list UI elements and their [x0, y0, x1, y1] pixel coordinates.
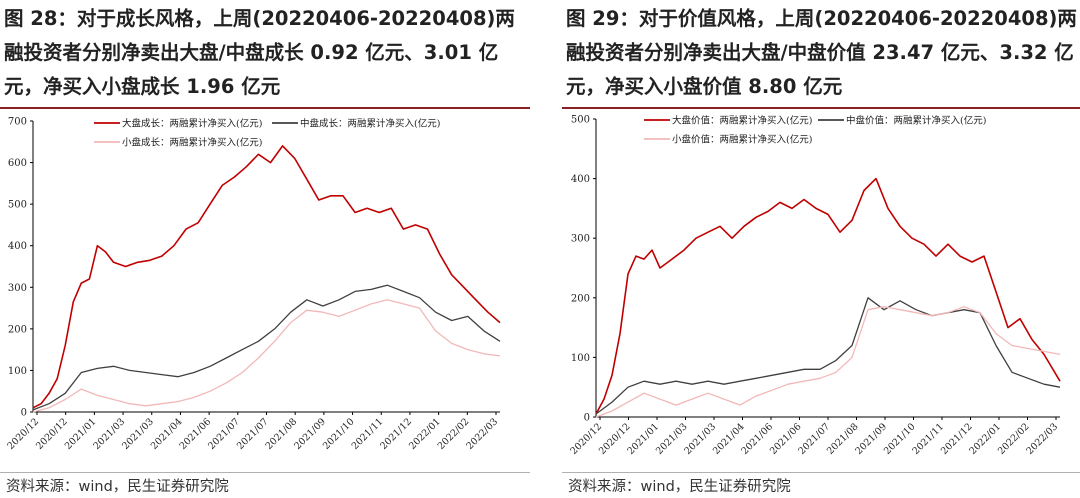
series-line-2 [595, 297, 1061, 415]
series-line-1 [32, 145, 501, 409]
source-divider [0, 472, 530, 473]
series-line-3 [595, 306, 1061, 418]
series-line-2 [32, 284, 501, 411]
y-tick-label: 100 [571, 353, 590, 364]
x-tick-label: 2022/03 [464, 416, 500, 452]
y-tick-label: 500 [571, 115, 590, 126]
x-tick-label: 2022/03 [1024, 421, 1060, 457]
y-tick-label: 0 [584, 413, 590, 424]
legend-label: 中盘价值：两融累计净买入(亿元) [846, 115, 986, 127]
source-divider [562, 472, 1080, 473]
figure-title: 图 28：对于成长风格，上周(20220406-20220408)两融投资者分别… [4, 7, 515, 98]
y-tick-label: 300 [8, 283, 27, 294]
y-tick-label: 700 [8, 117, 27, 128]
y-tick-label: 400 [8, 241, 27, 252]
y-tick-label: 400 [571, 174, 590, 185]
growth-style-line-chart: 01002003004005006007002020/122020/122021… [5, 117, 501, 452]
legend-label: 大盘价值：两融累计净买入(亿元) [672, 115, 812, 127]
series-line-1 [595, 177, 1061, 415]
legend-label: 小盘价值：两融累计净买入(亿元) [672, 134, 812, 146]
y-tick-label: 500 [8, 200, 27, 211]
y-tick-label: 300 [571, 234, 590, 245]
y-tick-label: 0 [21, 408, 27, 419]
value-style-line-chart: 01002003004005002020/122020/122021/01202… [568, 115, 1061, 457]
title-divider [0, 107, 530, 109]
legend-label: 小盘成长：两融累计净买入(亿元) [122, 137, 262, 149]
legend-label: 大盘成长：两融累计净买入(亿元) [122, 118, 262, 130]
figure-title: 图 29：对于价值风格，上周(20220406-20220408)两融投资者分别… [566, 7, 1077, 98]
legend-label: 中盘成长：两融累计净买入(亿元) [300, 118, 440, 130]
figure-28-panel: 图 28：对于成长风格，上周(20220406-20220408)两融投资者分别… [0, 0, 530, 498]
source-note: 资料来源：wind，民生证券研究院 [568, 479, 791, 495]
y-tick-label: 200 [571, 293, 590, 304]
title-divider [562, 107, 1080, 109]
y-tick-label: 200 [8, 324, 27, 335]
source-note: 资料来源：wind，民生证券研究院 [6, 479, 229, 495]
series-line-3 [32, 299, 501, 413]
y-tick-label: 100 [8, 366, 27, 377]
figure-29-panel: 图 29：对于价值风格，上周(20220406-20220408)两融投资者分别… [562, 0, 1080, 498]
y-tick-label: 600 [8, 158, 27, 169]
